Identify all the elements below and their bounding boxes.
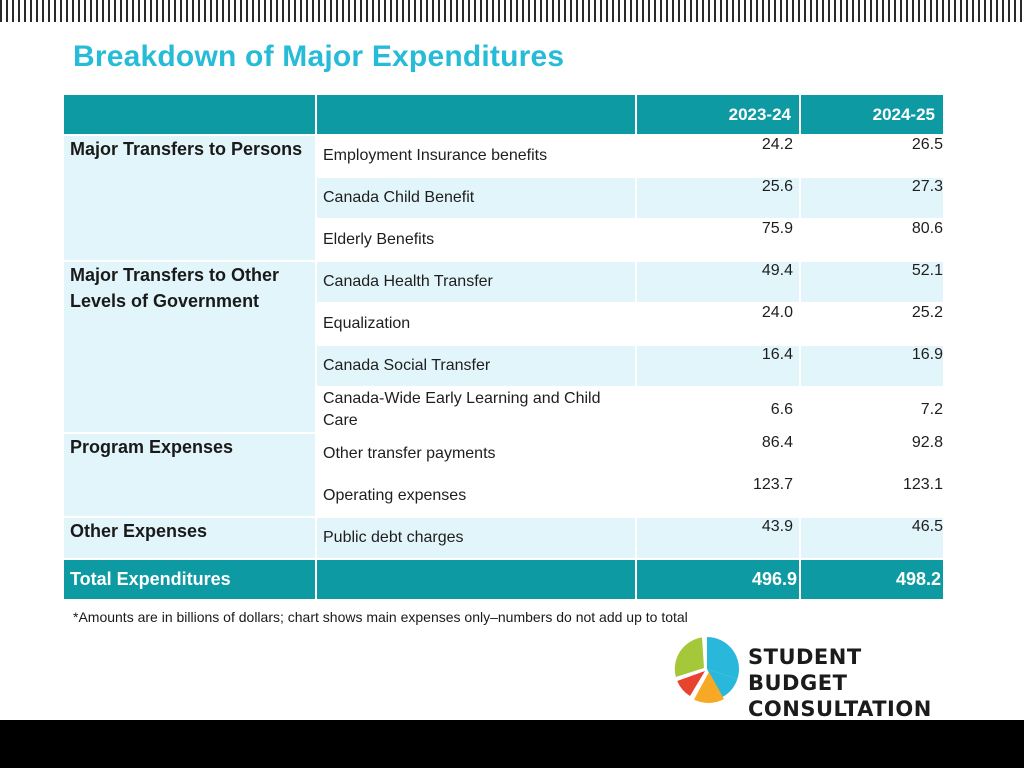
pie-chart-icon [674,637,740,703]
category-label: Major Transfers to Other Levels of Gover… [62,260,317,434]
expense-item: Canada Child Benefit [315,176,637,220]
logo-wordmark: STUDENT BUDGET CONSULTATION [748,644,1002,722]
value-2023-24: 25.6 [635,176,801,220]
category-label: Major Transfers to Persons [62,134,317,262]
footnote: *Amounts are in billions of dollars; cha… [73,609,688,625]
table-row: Operating expenses 123.7 123.1 [63,474,945,518]
total-2024-25: 498.2 [799,558,945,601]
header-year-2024-25: 2024-25 [799,93,945,136]
table-row: Other Expenses Public debt charges 43.9 … [62,516,945,560]
table-row: Elderly Benefits 75.9 80.6 [63,218,945,262]
table-row: Major Transfers to Persons Employment In… [62,134,945,262]
expense-item: Canada Social Transfer [315,344,637,388]
value-2024-25: 92.8 [799,432,945,476]
value-2024-25: 16.9 [799,344,945,388]
total-2023-24: 496.9 [635,558,801,601]
header-year-2023-24: 2023-24 [635,93,801,136]
value-2023-24: 16.4 [635,344,801,388]
value-2023-24: 24.0 [635,302,801,346]
table-row: Equalization 24.0 25.2 [63,302,945,346]
expenditures-table: 2023-24 2024-25 Major Transfers to Perso… [62,93,945,601]
value-2024-25: 80.6 [799,218,945,262]
value-2023-24: 6.6 [635,386,801,434]
table-row: Canada Social Transfer 16.4 16.9 [63,344,945,388]
value-2023-24: 75.9 [635,218,801,262]
table-header-row: 2023-24 2024-25 [62,93,945,136]
expense-item: Operating expenses [315,474,637,518]
category-label: Program Expenses [62,432,317,518]
value-2024-25: 7.2 [799,386,945,434]
total-empty-cell [315,558,637,601]
logo-line-1: STUDENT [748,645,862,669]
value-2024-25: 26.5 [799,134,945,178]
header-category-cell [62,93,317,136]
header-item-cell [315,93,637,136]
value-2024-25: 46.5 [799,516,945,560]
table-row: Program Expenses Other transfer payments… [62,432,945,518]
student-budget-consultation-logo: STUDENT BUDGET CONSULTATION [672,634,1002,721]
expense-item: Equalization [315,302,637,346]
value-2024-25: 52.1 [799,260,945,304]
value-2023-24: 24.2 [635,134,801,178]
value-2024-25: 27.3 [799,176,945,220]
value-2023-24: 123.7 [635,474,801,518]
value-2023-24: 86.4 [635,432,801,476]
top-barcode-strip [0,0,1024,22]
category-label: Other Expenses [62,516,317,560]
value-2024-25: 123.1 [799,474,945,518]
expense-item: Elderly Benefits [315,218,637,262]
total-row: Total Expenditures 496.9 498.2 [62,558,945,601]
expense-item: Employment Insurance benefits [315,134,637,178]
footer-bar [0,720,1024,768]
logo-line-2: BUDGET CONSULTATION [748,671,932,721]
value-2023-24: 43.9 [635,516,801,560]
expense-item: Public debt charges [315,516,637,560]
table-row: Canada-Wide Early Learning and Child Car… [63,386,945,434]
value-2023-24: 49.4 [635,260,801,304]
table-row: Canada Child Benefit 25.6 27.3 [63,176,945,220]
value-2024-25: 25.2 [799,302,945,346]
expense-item: Canada-Wide Early Learning and Child Car… [315,386,637,434]
total-label: Total Expenditures [62,558,317,601]
expense-item: Other transfer payments [315,432,637,476]
page-title: Breakdown of Major Expenditures [73,40,565,73]
table-row: Major Transfers to Other Levels of Gover… [62,260,945,434]
expense-item: Canada Health Transfer [315,260,637,304]
